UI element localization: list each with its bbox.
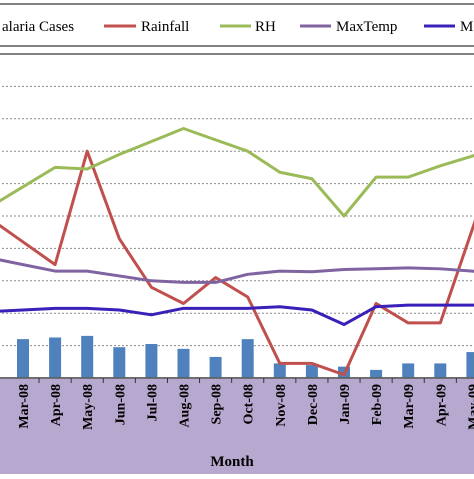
legend-label-rainfall: Rainfall: [141, 19, 189, 35]
legend-label-rh: RH: [255, 19, 276, 35]
x-tick-label-nov-08: Nov-08: [274, 384, 289, 427]
x-tick-label-may-09: May-09: [466, 384, 474, 430]
bar-dec-08: [305, 365, 318, 378]
bar-aug-08: [177, 348, 190, 378]
x-tick-label-jan-09: Jan-09: [338, 384, 353, 424]
bar-may-08: [81, 335, 94, 378]
series-line-mintemp: [0, 303, 474, 327]
bar-may-09: [466, 352, 474, 378]
legend-label-malaria-cases: alaria Cases: [2, 19, 74, 35]
x-tick-label-mar-08: Mar-08: [17, 384, 32, 429]
x-tick-label-may-08: May-08: [81, 384, 96, 430]
bar-mar-09: [402, 363, 415, 378]
x-tick-label-apr-09: Apr-09: [434, 384, 449, 426]
plot-area: [0, 53, 474, 379]
legend-label-maxtemp: MaxTemp: [336, 19, 397, 35]
x-tick-label-jun-08: Jun-08: [113, 384, 128, 425]
bar-sep-08: [209, 356, 222, 378]
x-tick-label-dec-08: Dec-08: [306, 384, 321, 425]
x-tick-label-aug-08: Aug-08: [178, 384, 193, 428]
series-line-rainfall: [0, 149, 474, 377]
series-line-maxtemp: [0, 258, 474, 284]
legend-label-mintemp: M: [460, 19, 473, 35]
x-tick-label-apr-08: Apr-08: [49, 384, 64, 426]
bar-oct-08: [241, 339, 254, 378]
bar-feb-09: [370, 369, 383, 378]
bar-mar-08: [17, 339, 29, 378]
x-tick-label-oct-08: Oct-08: [242, 384, 257, 424]
x-tick-label-sep-08: Sep-08: [210, 384, 225, 424]
x-tick-label-jul-08: Jul-08: [145, 384, 160, 421]
series-line-rh: [0, 127, 474, 218]
bar-apr-09: [434, 363, 447, 378]
x-axis-band: [0, 377, 474, 477]
x-tick-label-mar-09: Mar-09: [402, 384, 417, 429]
x-axis-title: Month: [210, 454, 254, 470]
bar-jun-08: [113, 347, 126, 378]
legend: alaria Cases Rainfall RH MaxTemp M: [0, 3, 474, 47]
bar-apr-08: [49, 337, 62, 378]
bar-nov-08: [273, 363, 286, 378]
x-axis: Mar-08 Apr-08 May-08 Jun-08 Jul-08 Aug-08 Sep-…: [0, 377, 474, 477]
x-tick-label-feb-09: Feb-09: [370, 384, 385, 425]
bar-jul-08: [145, 343, 158, 378]
